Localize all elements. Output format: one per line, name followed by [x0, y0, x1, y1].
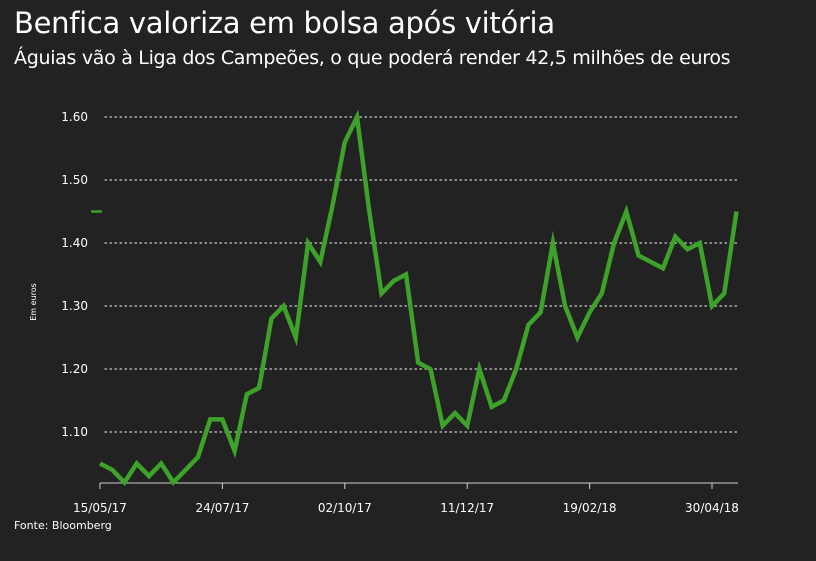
y-tick-label: 1.10	[61, 425, 88, 439]
y-tick-label: 1.50	[61, 173, 88, 187]
chart-subtitle: Águias vão à Liga dos Campeões, o que po…	[14, 47, 731, 69]
x-tick-label: 15/05/17	[73, 501, 127, 515]
chart-title: Benfica valoriza em bolsa após vitória	[14, 6, 555, 40]
x-tick-label: 30/04/18	[685, 501, 739, 515]
y-axis-label: Em euros	[29, 283, 38, 321]
source-note: Fonte: Bloomberg	[14, 519, 112, 532]
y-tick-label: 1.30	[61, 299, 88, 313]
x-tick-label: 02/10/17	[318, 501, 372, 515]
x-tick-label: 11/12/17	[440, 501, 494, 515]
price-series-line	[98, 109, 739, 486]
x-tick-label: 24/07/17	[195, 501, 249, 515]
x-tick-label: 19/02/18	[563, 501, 617, 515]
y-tick-label: 1.20	[61, 362, 88, 376]
y-tick-label: 1.60	[61, 110, 88, 124]
y-tick-label: 1.40	[61, 236, 88, 250]
